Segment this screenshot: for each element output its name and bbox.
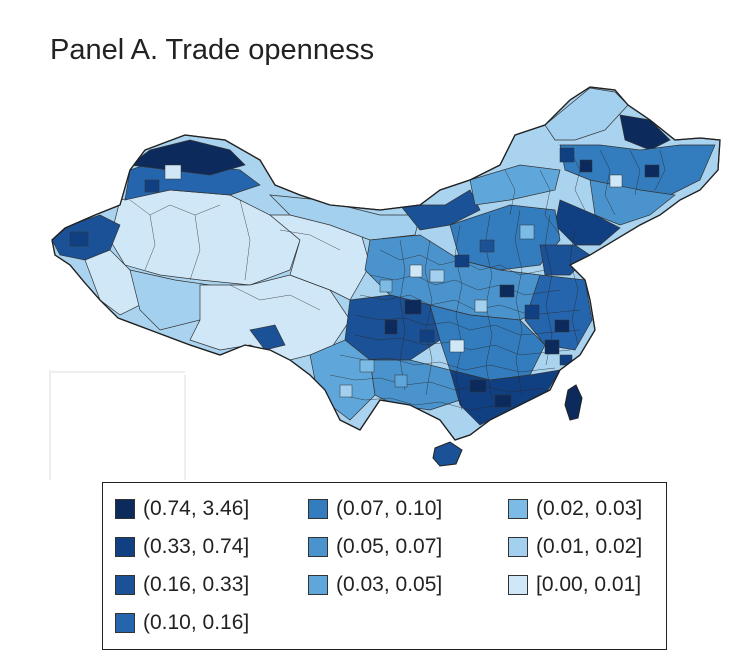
legend-label: (0.07, 0.10]	[336, 497, 443, 520]
legend-swatch	[308, 537, 328, 557]
prefecture-boundaries	[129, 149, 666, 411]
legend-item: (0.03, 0.05]	[308, 573, 442, 597]
map-legend: (0.74, 3.46] (0.33, 0.74] (0.16, 0.33] (…	[102, 482, 667, 650]
prefecture-patches	[69, 147, 660, 408]
legend-label: (0.10, 0.16]	[143, 611, 250, 634]
panel-title: Panel A. Trade openness	[50, 34, 375, 66]
legend-label: (0.05, 0.07]	[336, 535, 443, 558]
legend-swatch	[508, 499, 528, 519]
legend-item: [0.00, 0.01]	[508, 573, 641, 597]
legend-item: (0.16, 0.33]	[115, 573, 249, 597]
region-inner-mongolia-mid	[469, 164, 561, 206]
china-choropleth-map	[49, 86, 721, 480]
region-heilongjiang-south	[559, 144, 716, 196]
legend-item: (0.33, 0.74]	[115, 535, 249, 559]
legend-item: (0.02, 0.03]	[508, 497, 642, 521]
region-heilongjiang-east	[619, 114, 671, 151]
legend-item: (0.05, 0.07]	[308, 535, 442, 559]
legend-label: (0.16, 0.33]	[143, 573, 250, 596]
legend-item: (0.07, 0.10]	[308, 497, 442, 521]
legend-swatch	[308, 575, 328, 595]
region-hainan	[432, 441, 463, 467]
legend-swatch	[115, 537, 135, 557]
legend-label: [0.00, 0.01]	[536, 573, 642, 596]
region-tibet-east	[249, 324, 286, 351]
legend-item: (0.10, 0.16]	[115, 611, 249, 635]
legend-swatch	[508, 537, 528, 557]
legend-label: (0.33, 0.74]	[143, 535, 250, 558]
legend-item: (0.74, 3.46]	[115, 497, 249, 521]
legend-swatch	[308, 499, 328, 519]
china-border	[51, 86, 721, 441]
region-guangxi-guizhou	[369, 359, 461, 411]
legend-label: (0.01, 0.02]	[536, 535, 643, 558]
region-heilongjiang-north	[544, 87, 629, 141]
legend-swatch	[508, 575, 528, 595]
region-shapes	[52, 87, 716, 426]
region-taiwan	[564, 384, 583, 421]
legend-item: (0.01, 0.02]	[508, 535, 642, 559]
legend-swatch	[115, 575, 135, 595]
region-inner-mongolia-west	[399, 189, 481, 231]
legend-swatch	[115, 499, 135, 519]
legend-label: (0.74, 3.46]	[143, 497, 250, 520]
legend-label: (0.02, 0.03]	[536, 497, 643, 520]
legend-swatch	[115, 613, 135, 633]
legend-label: (0.03, 0.05]	[336, 573, 443, 596]
